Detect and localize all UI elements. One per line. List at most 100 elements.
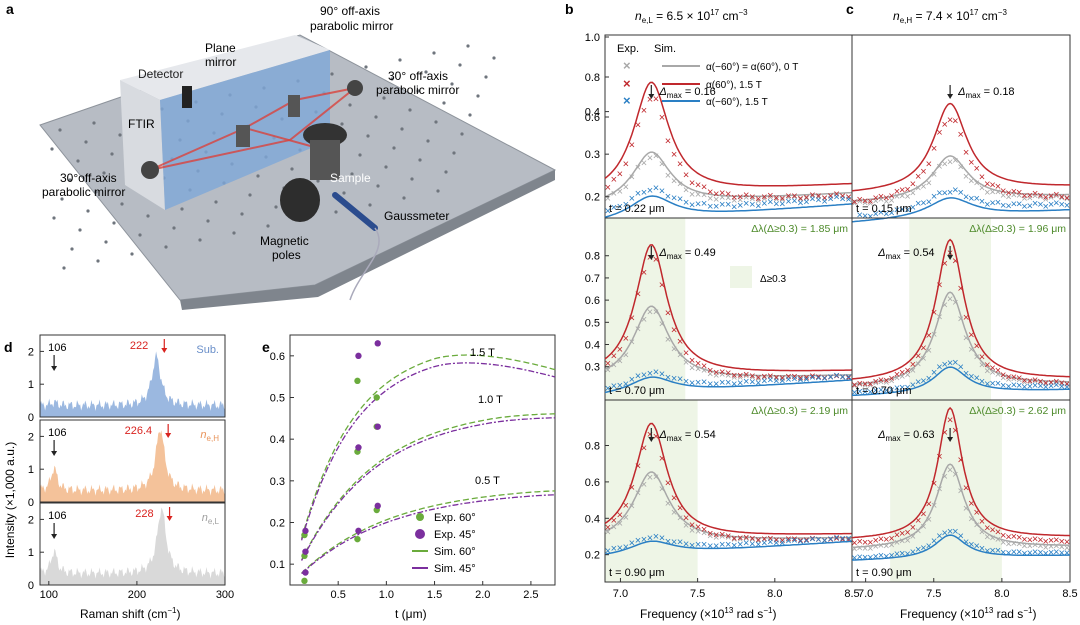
- exp-point-blue: ×: [791, 535, 797, 547]
- exp-point-blue: ×: [1048, 199, 1054, 211]
- exp-point-45: [355, 352, 362, 360]
- exp-point-gray: ×: [958, 314, 964, 326]
- peak-label: 226.4: [125, 425, 153, 437]
- ytick-label: 0.2: [585, 550, 600, 562]
- sim-curve-60: [301, 413, 556, 561]
- table-hole: [408, 108, 412, 112]
- ytick-label: 0.4: [270, 434, 285, 446]
- exp-point-gray: ×: [857, 542, 863, 554]
- exp-point-gray: ×: [617, 356, 623, 368]
- exp-point-red: ×: [1032, 375, 1038, 387]
- parabolic-mirror-right: [347, 80, 363, 96]
- exp-point-blue: ×: [1058, 381, 1064, 393]
- exp-point-gray: ×: [1027, 377, 1033, 389]
- exp-point-blue: ×: [833, 192, 839, 204]
- exp-point-blue: ×: [1037, 547, 1043, 559]
- exp-point-gray: ×: [1058, 378, 1064, 390]
- exp-point-red: ×: [1064, 378, 1070, 390]
- ytick-label: 2: [28, 346, 34, 358]
- exp-point-red: ×: [1000, 530, 1006, 542]
- exp-point-blue: ×: [963, 192, 969, 204]
- label-oap30rb: parabolic mirror: [376, 83, 459, 97]
- sim-line-red: [604, 422, 853, 535]
- exp-point-gray: ×: [737, 194, 743, 206]
- curve-label: 1.0 T: [478, 394, 503, 406]
- exp-point-gray: ×: [719, 369, 725, 381]
- exp-point-gray: ×: [671, 175, 677, 187]
- exp-point-blue: ×: [867, 387, 873, 399]
- exp-point-blue: ×: [779, 537, 785, 549]
- exp-point-red: ×: [635, 461, 641, 473]
- exp-point-red: ×: [857, 536, 863, 548]
- exp-point-red: ×: [683, 347, 689, 359]
- exp-point-red: ×: [827, 371, 833, 383]
- exp-point-blue: ×: [611, 202, 617, 214]
- legend-cross-2: ×: [623, 93, 631, 108]
- exp-point-red: ×: [635, 119, 641, 131]
- exp-point-blue: ×: [755, 539, 761, 551]
- subplot-2: ××××××××××××××××××××××××××××××××××××××××…: [585, 399, 853, 583]
- table-hole: [400, 127, 404, 131]
- base-peak-label: 106: [48, 510, 66, 522]
- exp-point-red: ×: [629, 140, 635, 152]
- exp-point-gray: ×: [995, 187, 1001, 199]
- ytick-label: 0.2: [585, 192, 600, 204]
- plot-frame: [289, 334, 556, 586]
- exp-point-red: ×: [779, 373, 785, 385]
- exp-point-red: ×: [973, 341, 979, 353]
- ytick-label: 0: [28, 412, 34, 424]
- exp-point-red: ×: [867, 537, 873, 549]
- table-hole: [358, 153, 362, 157]
- label-gauss: Gaussmeter: [384, 209, 449, 223]
- exp-point-gray: ×: [1032, 376, 1038, 388]
- exp-point-gray: ×: [862, 198, 868, 210]
- exp-point-gray: ×: [809, 190, 815, 202]
- exp-point-red: ×: [695, 358, 701, 370]
- exp-point-red: ×: [1011, 531, 1017, 543]
- exp-point-red: ×: [979, 352, 985, 364]
- exp-point-blue: ×: [979, 376, 985, 388]
- exp-point-blue: ×: [707, 201, 713, 213]
- exp-point-blue: ×: [952, 526, 958, 538]
- ytick-label: 0: [28, 580, 34, 592]
- exp-point-red: ×: [1011, 186, 1017, 198]
- exp-point-gray: ×: [1032, 190, 1038, 202]
- exp-point-red: ×: [851, 380, 857, 392]
- exp-point-gray: ×: [1037, 192, 1043, 204]
- exp-point-blue: ×: [851, 552, 857, 564]
- exp-point-gray: ×: [629, 500, 635, 512]
- exp-point-blue: ×: [725, 377, 731, 389]
- exp-point-blue: ×: [862, 552, 868, 564]
- ytick-label: 0.4: [585, 340, 600, 352]
- ir-beam: [149, 87, 356, 171]
- exp-point-red: ×: [617, 344, 623, 356]
- exp-point-gray: ×: [797, 194, 803, 206]
- dmax-label: Δmax = 0.63: [877, 429, 934, 443]
- exp-point-gray: ×: [689, 362, 695, 374]
- exp-point-red: ×: [707, 365, 713, 377]
- exp-point-gray: ×: [635, 323, 641, 335]
- exp-point-red: ×: [857, 378, 863, 390]
- exp-point-red: ×: [731, 370, 737, 382]
- exp-point-gray: ×: [803, 193, 809, 205]
- exp-point-blue: ×: [989, 545, 995, 557]
- exp-point-gray: ×: [942, 299, 948, 311]
- exp-point-gray: ×: [899, 371, 905, 383]
- exp-point-gray: ×: [611, 522, 617, 534]
- exp-point-red: ×: [926, 159, 932, 171]
- exp-point-gray: ×: [821, 373, 827, 385]
- exp-point-blue: ×: [629, 538, 635, 550]
- exp-point-blue: ×: [623, 541, 629, 553]
- exp-point-blue: ×: [888, 384, 894, 396]
- exp-point-gray: ×: [851, 381, 857, 393]
- exp-point-red: ×: [1043, 536, 1049, 548]
- exp-point-gray: ×: [713, 194, 719, 206]
- ytick-label: 0.3: [585, 362, 600, 374]
- exp-point-blue: ×: [779, 376, 785, 388]
- exp-point-gray: ×: [894, 537, 900, 549]
- xtick-label: 300: [216, 589, 234, 601]
- panel-letter-c: c: [846, 1, 854, 17]
- exp-point-gray: ×: [910, 365, 916, 377]
- exp-point-blue: ×: [968, 371, 974, 383]
- exp-point-gray: ×: [899, 191, 905, 203]
